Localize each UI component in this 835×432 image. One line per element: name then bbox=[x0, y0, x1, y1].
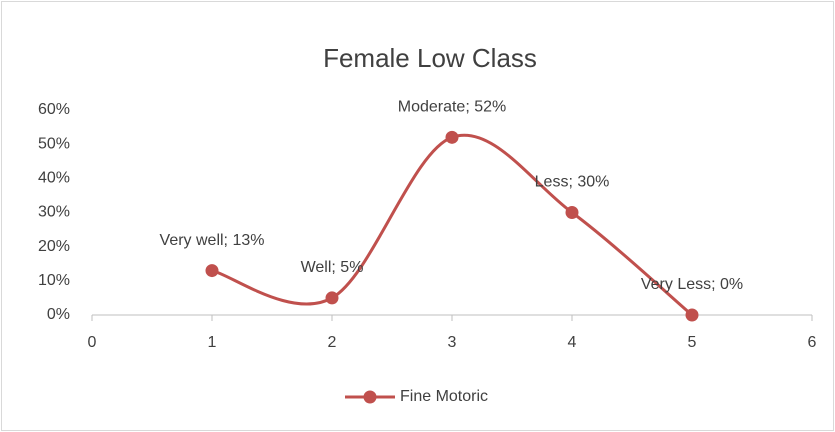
y-tick-label: 0% bbox=[47, 306, 70, 323]
data-point bbox=[205, 264, 219, 278]
data-point bbox=[685, 308, 699, 322]
data-label: Very well; 13% bbox=[160, 232, 265, 249]
x-tick-label: 6 bbox=[808, 334, 817, 351]
y-tick-label: 60% bbox=[38, 101, 70, 118]
y-tick-label: 30% bbox=[38, 204, 70, 221]
chart-title: Female Low Class bbox=[323, 43, 537, 73]
data-label: Well; 5% bbox=[301, 259, 364, 276]
legend-label: Fine Motoric bbox=[400, 388, 488, 405]
legend-marker bbox=[363, 390, 377, 404]
data-point bbox=[565, 206, 579, 219]
y-tick-label: 10% bbox=[38, 272, 70, 289]
x-tick-label: 4 bbox=[568, 334, 577, 351]
data-point bbox=[445, 130, 459, 144]
x-tick-label: 3 bbox=[448, 334, 457, 351]
data-label: Less; 30% bbox=[535, 174, 610, 191]
data-label: Very Less; 0% bbox=[641, 276, 743, 293]
x-tick-label: 1 bbox=[208, 334, 217, 351]
x-tick-label: 0 bbox=[88, 334, 97, 351]
y-tick-label: 40% bbox=[38, 170, 70, 187]
data-label: Moderate; 52% bbox=[398, 99, 507, 116]
data-point bbox=[325, 291, 339, 305]
y-tick-label: 20% bbox=[38, 238, 70, 255]
x-tick-label: 5 bbox=[688, 334, 697, 351]
x-tick-label: 2 bbox=[328, 334, 337, 351]
y-tick-label: 50% bbox=[38, 135, 70, 152]
